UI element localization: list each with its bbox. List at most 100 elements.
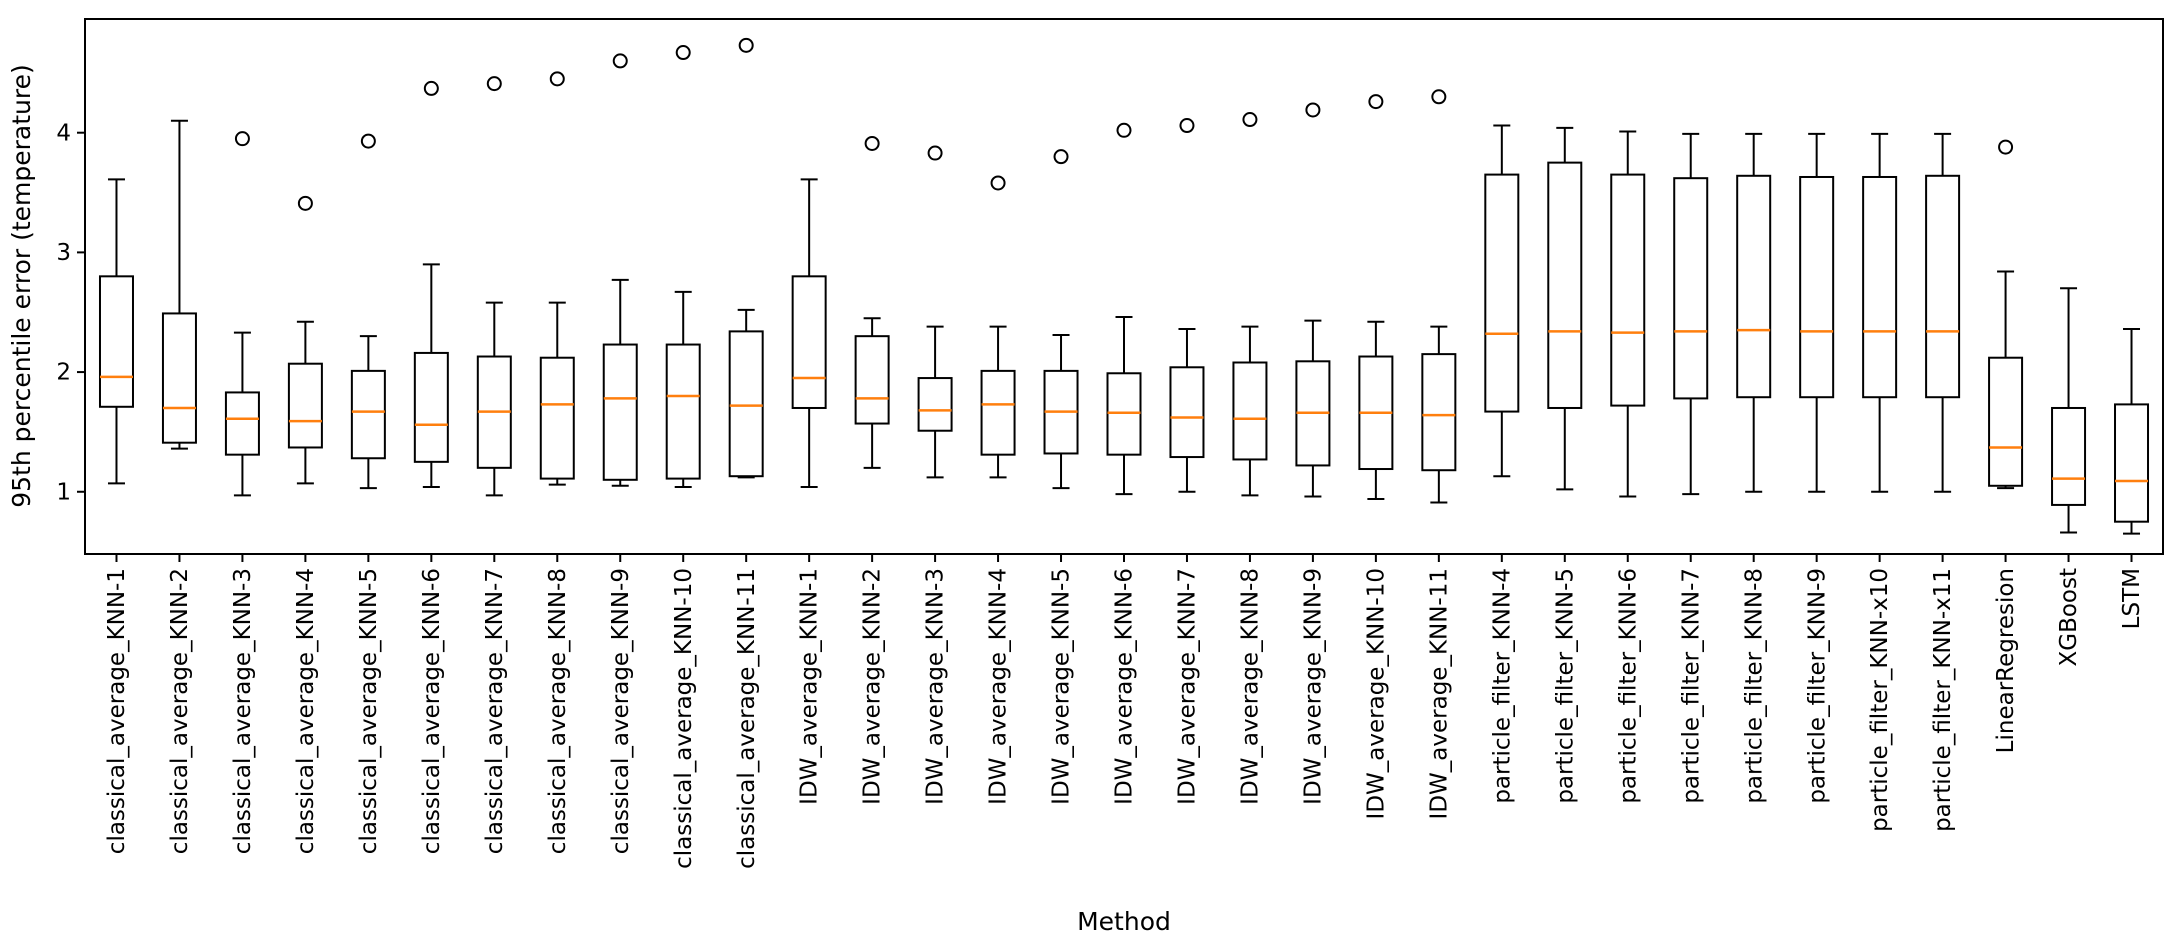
box-LinearRegresion: LinearRegresion	[1988, 139, 2024, 753]
flier-point	[738, 37, 754, 53]
iqr-box	[602, 343, 638, 481]
x-tick-label: classical_average_KNN-2	[167, 568, 193, 854]
iqr-box	[539, 356, 575, 480]
box-LSTM: LSTM	[2114, 327, 2150, 629]
box-IDW_average_KNN-5: IDW_average_KNN-5	[1043, 149, 1079, 805]
x-tick-label: classical_average_KNN-8	[545, 568, 571, 854]
x-tick-label: particle_filter_KNN-9	[1804, 568, 1830, 804]
y-tick-label: 4	[56, 120, 71, 146]
x-tick-label: IDW_average_KNN-1	[797, 568, 823, 805]
box-XGBoost: XGBoost	[2051, 287, 2087, 667]
box-IDW_average_KNN-10: IDW_average_KNN-10	[1358, 94, 1394, 819]
box-IDW_average_KNN-11: IDW_average_KNN-11	[1421, 89, 1457, 819]
box-classical_average_KNN-4: classical_average_KNN-4	[287, 195, 323, 854]
iqr-box	[1169, 366, 1205, 459]
iqr-box	[287, 362, 323, 449]
x-tick-label: particle_filter_KNN-5	[1552, 568, 1578, 804]
y-tick-label: 2	[56, 360, 71, 386]
y-axis-label: 95th percentile error (temperature)	[7, 64, 36, 508]
iqr-box	[1547, 161, 1583, 409]
box-classical_average_KNN-7: classical_average_KNN-7	[476, 76, 512, 854]
iqr-box	[854, 335, 890, 425]
iqr-box	[98, 275, 134, 408]
box-IDW_average_KNN-4: IDW_average_KNN-4	[980, 175, 1016, 805]
box-classical_average_KNN-1: classical_average_KNN-1	[98, 178, 134, 854]
box-particle_filter_KNN-x11: particle_filter_KNN-x11	[1925, 132, 1961, 832]
box-IDW_average_KNN-1: IDW_average_KNN-1	[791, 178, 827, 805]
box-particle_filter_KNN-5: particle_filter_KNN-5	[1547, 126, 1583, 804]
iqr-box	[1421, 353, 1457, 472]
box-particle_filter_KNN-4: particle_filter_KNN-4	[1484, 124, 1520, 804]
iqr-box	[2114, 403, 2150, 523]
flier-point	[864, 135, 880, 151]
iqr-box	[1925, 174, 1961, 399]
box-classical_average_KNN-5: classical_average_KNN-5	[350, 133, 386, 854]
x-tick-label: classical_average_KNN-1	[104, 568, 130, 854]
box-classical_average_KNN-11: classical_average_KNN-11	[728, 37, 764, 869]
x-tick-label: IDW_average_KNN-9	[1300, 568, 1326, 805]
iqr-box	[1484, 173, 1520, 413]
x-tick-label: LSTM	[2119, 568, 2145, 629]
iqr-box	[728, 330, 764, 478]
x-tick-label: classical_average_KNN-4	[293, 568, 319, 854]
box-particle_filter_KNN-9: particle_filter_KNN-9	[1799, 132, 1835, 804]
flier-point	[1242, 112, 1258, 128]
iqr-box	[917, 377, 953, 432]
x-axis-label: Method	[1077, 907, 1171, 936]
iqr-box	[1610, 173, 1646, 407]
iqr-box	[350, 369, 386, 460]
box-IDW_average_KNN-6: IDW_average_KNN-6	[1106, 122, 1142, 805]
x-tick-label: IDW_average_KNN-4	[986, 568, 1012, 805]
iqr-box	[791, 275, 827, 409]
x-tick-label: particle_filter_KNN-x10	[1867, 568, 1893, 832]
box-IDW_average_KNN-3: IDW_average_KNN-3	[917, 145, 953, 805]
flier-point	[1179, 118, 1195, 134]
x-tick-label: classical_average_KNN-9	[608, 568, 634, 854]
iqr-box	[665, 343, 701, 480]
y-tick-label: 3	[56, 240, 71, 266]
flier-point	[612, 53, 628, 69]
box-classical_average_KNN-2: classical_average_KNN-2	[161, 119, 197, 854]
x-tick-label: classical_average_KNN-7	[482, 568, 508, 854]
flier-point	[1431, 89, 1447, 105]
x-tick-label: IDW_average_KNN-2	[860, 568, 886, 805]
x-tick-label: particle_filter_KNN-4	[1489, 568, 1515, 804]
flier-point	[990, 175, 1006, 191]
y-tick-label: 1	[56, 479, 71, 505]
box-IDW_average_KNN-8: IDW_average_KNN-8	[1232, 112, 1268, 805]
flier-point	[486, 76, 502, 92]
box-classical_average_KNN-8: classical_average_KNN-8	[539, 71, 575, 854]
iqr-box	[1988, 356, 2024, 487]
box-particle_filter_KNN-7: particle_filter_KNN-7	[1673, 132, 1709, 804]
iqr-box	[980, 369, 1016, 456]
iqr-box	[224, 391, 260, 456]
plot-frame	[84, 18, 2164, 555]
x-tick-label: IDW_average_KNN-6	[1112, 568, 1138, 805]
box-particle_filter_KNN-8: particle_filter_KNN-8	[1736, 132, 1772, 804]
x-tick-label: classical_average_KNN-6	[419, 568, 445, 854]
x-tick-label: IDW_average_KNN-11	[1426, 568, 1452, 819]
x-tick-label: XGBoost	[2056, 568, 2082, 667]
box-particle_filter_KNN-6: particle_filter_KNN-6	[1610, 130, 1646, 804]
iqr-box	[161, 312, 197, 444]
flier-point	[297, 195, 313, 211]
box-classical_average_KNN-6: classical_average_KNN-6	[413, 80, 449, 854]
x-tick-label: classical_average_KNN-11	[734, 568, 760, 869]
iqr-box	[1799, 175, 1835, 399]
x-tick-label: particle_filter_KNN-x11	[1930, 568, 1956, 832]
box-particle_filter_KNN-x10: particle_filter_KNN-x10	[1862, 132, 1898, 832]
x-tick-label: classical_average_KNN-5	[356, 568, 382, 854]
iqr-box	[1673, 177, 1709, 400]
iqr-box	[413, 351, 449, 463]
x-tick-label: IDW_average_KNN-8	[1238, 568, 1264, 805]
iqr-box	[1736, 174, 1772, 399]
flier-point	[549, 71, 565, 87]
iqr-box	[2051, 406, 2087, 506]
x-tick-label: IDW_average_KNN-7	[1175, 568, 1201, 805]
flier-point	[675, 45, 691, 61]
flier-point	[423, 80, 439, 96]
flier-point	[1053, 149, 1069, 165]
